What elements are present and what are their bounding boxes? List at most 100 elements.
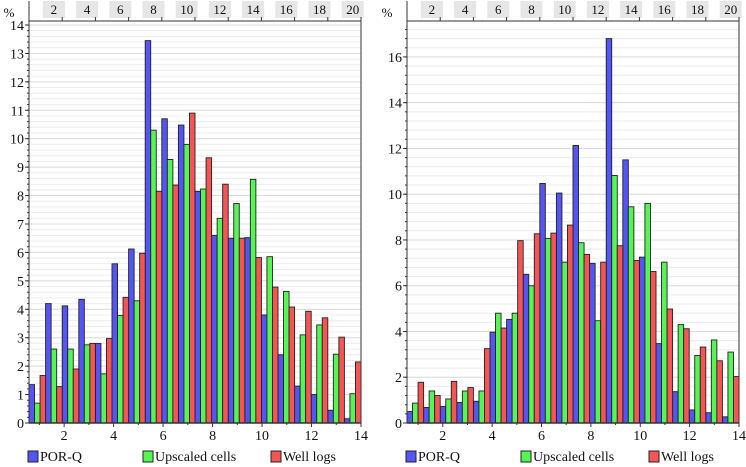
top-tick-box	[275, 1, 298, 18]
top-tick-box	[520, 1, 543, 18]
bar-well-logs	[633, 260, 640, 424]
bar-por-q	[78, 298, 85, 424]
y-tick-label: 1	[17, 389, 24, 404]
bar-por-q	[111, 263, 118, 424]
y-axis-label: %	[382, 5, 393, 20]
bar-por-q	[260, 314, 268, 424]
bar-well-logs	[272, 286, 279, 424]
top-tick-label: 4	[462, 2, 469, 17]
bar-well-logs	[533, 233, 541, 424]
y-tick-label: 10	[388, 188, 402, 203]
y-tick-label: 2	[395, 371, 402, 386]
bar-upscaled-cells	[266, 256, 273, 424]
bar-upscaled-cells	[694, 355, 701, 424]
y-tick-label: 12	[388, 142, 402, 157]
legend-label: Upscaled cells	[533, 450, 614, 465]
y-tick-label: 6	[395, 280, 402, 295]
bar-well-logs	[56, 386, 63, 424]
y-tick-label: 13	[10, 47, 24, 62]
x-tick-label: 4	[110, 429, 117, 444]
bar-well-logs	[434, 395, 441, 424]
bar-well-logs	[122, 296, 130, 424]
bar-upscaled-cells	[627, 206, 635, 424]
bar-upscaled-cells	[578, 242, 585, 424]
bar-upscaled-cells	[249, 178, 257, 424]
top-tick-label: 6	[117, 2, 124, 17]
top-tick-label: 20	[346, 2, 359, 17]
bar-por-q	[61, 305, 69, 424]
bar-well-logs	[321, 317, 329, 424]
top-tick-label: 16	[280, 2, 294, 17]
bar-well-logs	[72, 368, 80, 424]
bar-upscaled-cells	[677, 324, 685, 424]
top-tick-label: 14	[247, 2, 261, 17]
y-tick-label: 4	[395, 325, 402, 340]
top-tick-label: 20	[724, 2, 737, 17]
x-tick-label: 8	[587, 429, 594, 444]
bar-well-logs	[450, 380, 458, 424]
bar-upscaled-cells	[183, 143, 190, 424]
bar-upscaled-cells	[544, 237, 552, 424]
bar-por-q	[277, 354, 284, 424]
bar-well-logs	[583, 253, 591, 424]
top-tick-label: 10	[180, 2, 193, 17]
top-tick-box	[341, 1, 364, 18]
y-tick-label: 3	[17, 332, 24, 347]
bar-por-q	[721, 416, 729, 424]
bar-por-q	[294, 385, 301, 424]
top-tick-label: 6	[495, 2, 502, 17]
top-tick-box	[175, 1, 198, 18]
top-tick-box	[109, 1, 132, 18]
bar-upscaled-cells	[133, 300, 141, 424]
bar-upscaled-cells	[445, 398, 452, 424]
bar-upscaled-cells	[710, 339, 718, 424]
x-tick-label: 14	[354, 429, 368, 444]
bar-por-q	[423, 406, 430, 424]
legend-swatch-well-logs	[270, 450, 282, 463]
bar-upscaled-cells	[661, 261, 668, 424]
bar-upscaled-cells	[166, 159, 174, 424]
top-tick-label: 10	[558, 2, 571, 17]
bar-well-logs	[699, 346, 707, 424]
bar-well-logs	[255, 257, 262, 424]
bar-well-logs	[683, 328, 690, 424]
bar-por-q	[672, 391, 679, 424]
bar-por-q	[45, 303, 52, 424]
bar-por-q	[161, 118, 168, 424]
bar-por-q	[310, 394, 318, 424]
top-tick-box	[620, 1, 643, 18]
bar-upscaled-cells	[412, 402, 419, 424]
bar-upscaled-cells	[233, 203, 240, 424]
bar-por-q	[244, 237, 251, 424]
top-tick-box	[42, 1, 65, 18]
top-tick-box	[487, 1, 510, 18]
bar-por-q	[177, 124, 185, 424]
bar-well-logs	[205, 157, 213, 424]
top-tick-label: 2	[51, 2, 58, 17]
bar-upscaled-cells	[299, 334, 307, 424]
bar-upscaled-cells	[216, 217, 224, 424]
bar-por-q	[144, 40, 152, 424]
y-tick-label: 4	[17, 303, 24, 318]
legend-label: Well logs	[283, 450, 336, 465]
bar-well-logs	[484, 348, 491, 424]
bar-por-q	[472, 400, 480, 424]
bar-upscaled-cells	[528, 285, 535, 424]
legend-swatch-por-q	[27, 450, 39, 463]
top-tick-label: 12	[213, 2, 226, 17]
bar-upscaled-cells	[349, 393, 356, 424]
bar-upscaled-cells	[495, 312, 502, 424]
legend-swatch-well-logs	[648, 450, 660, 463]
bar-por-q	[589, 262, 596, 424]
bar-upscaled-cells	[428, 390, 436, 424]
legend-label: POR-Q	[418, 450, 460, 465]
y-tick-label: 0	[395, 417, 402, 432]
bar-upscaled-cells	[34, 402, 41, 424]
x-tick-label: 8	[209, 429, 216, 444]
bar-well-logs	[650, 271, 657, 424]
bar-well-logs	[172, 184, 179, 424]
x-tick-label: 10	[633, 429, 647, 444]
bar-well-logs	[467, 387, 474, 424]
x-tick-label: 12	[683, 429, 697, 444]
y-tick-label: 8	[395, 234, 402, 249]
